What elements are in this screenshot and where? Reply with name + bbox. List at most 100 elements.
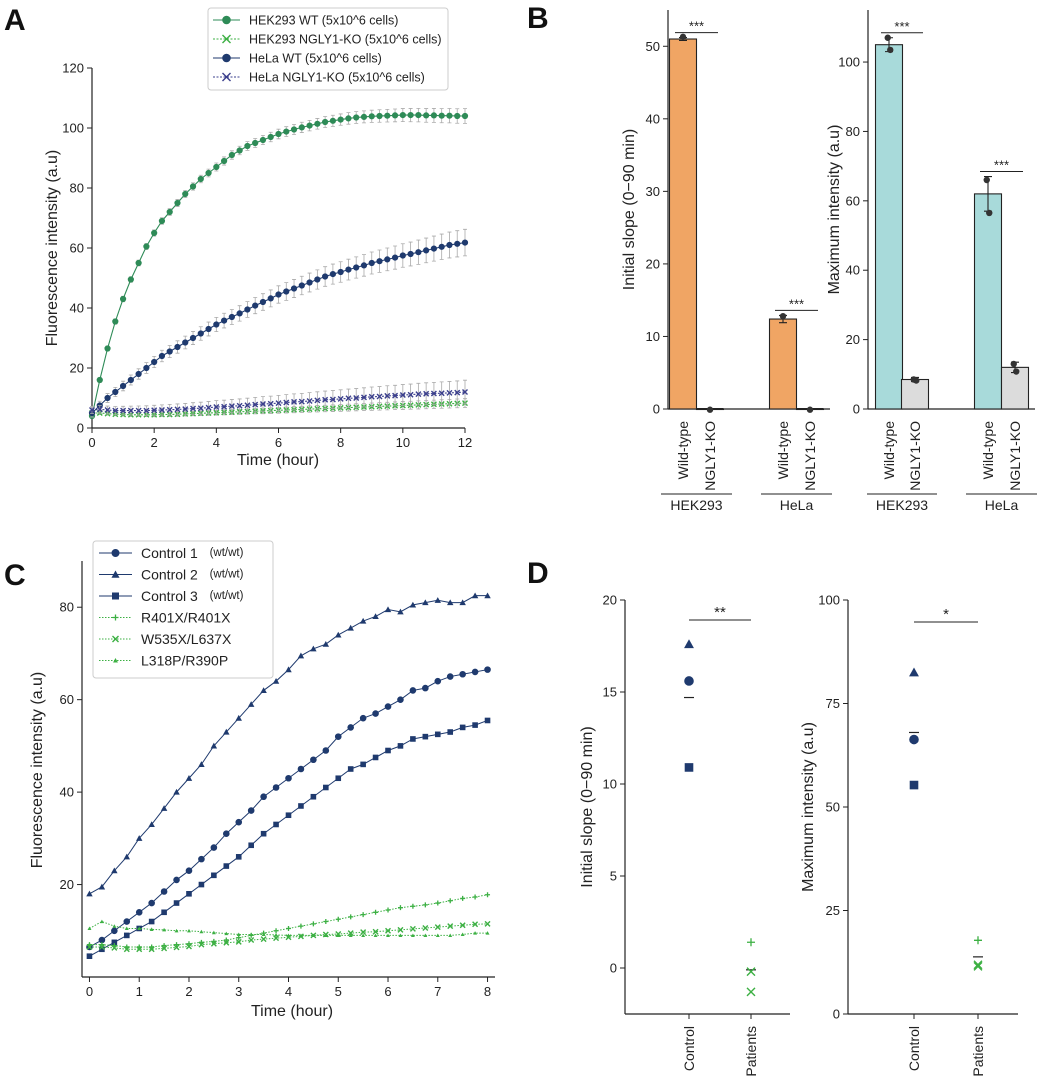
panel-c-x-tick-label: 8 <box>484 984 491 999</box>
panel-c-data-point <box>99 946 105 953</box>
panel-c-data-point <box>236 935 242 941</box>
panel-b-left-data-point <box>679 33 687 41</box>
panel-a-data-point <box>454 112 461 120</box>
panel-a-data-point <box>322 118 329 126</box>
panel-c-data-point <box>174 942 180 948</box>
panel-c-data-point <box>248 842 254 849</box>
panel-b-right-data-point <box>983 176 990 184</box>
panel-c-data-point <box>422 599 429 606</box>
panel-b-left-category-label: NGLY1-KO <box>802 421 818 491</box>
panel-b-right-significance-label: *** <box>994 158 1009 173</box>
panel-c-data-point <box>199 929 204 934</box>
panel-a-data-point <box>415 249 422 256</box>
panel-a-series-line <box>91 242 466 414</box>
panel-c-data-point <box>160 805 168 811</box>
panel-a-data-point <box>283 399 290 406</box>
panel-a-data-point <box>446 112 453 119</box>
panel-a-series <box>89 379 468 416</box>
panel-a-data-point <box>267 400 274 407</box>
panel-letter-a: A <box>4 4 26 37</box>
panel-a-data-point <box>190 405 197 412</box>
panel-a-data-point <box>143 407 150 414</box>
panel-a-data-point <box>135 259 142 267</box>
panel-a-data-point <box>345 115 352 122</box>
panel-a-x-tick-label: 12 <box>458 435 472 450</box>
panel-c-series <box>86 717 491 959</box>
panel-a-data-point <box>127 407 134 414</box>
panel-a-legend-box <box>207 7 449 91</box>
panel-b-left-bar <box>668 38 698 410</box>
panel-c-data-point <box>347 766 354 772</box>
panel-a-data-point <box>267 295 274 302</box>
panel-c-data-point <box>186 891 192 897</box>
panel-a-data-point <box>158 407 165 413</box>
panel-c-legend-label: R401X/R401X <box>141 610 231 626</box>
panel-a-legend-label: HeLa WT (5x10^6 cells) <box>249 52 382 66</box>
panel-c-data-point <box>247 807 255 814</box>
panel-a-data-point <box>384 256 391 263</box>
panel-a-data-point <box>143 243 150 250</box>
panel-d-left-significance-label: ** <box>714 604 726 621</box>
panel-b-right-category-label: Wild-type <box>881 421 897 480</box>
panel-c-data-point <box>460 895 466 901</box>
panel-a-data-point <box>252 302 259 309</box>
panel-c-data-point <box>235 938 242 945</box>
panel-a-data-point <box>166 348 173 355</box>
panel-c-data-point <box>485 931 490 935</box>
panel-c-data-point <box>86 890 93 897</box>
panel-c-data-point <box>323 933 328 937</box>
panel-a-data-point <box>298 398 305 405</box>
panel-a-x-tick-label: 0 <box>88 435 95 450</box>
panel-d-right-data-point <box>974 936 982 945</box>
panel-d-right-significance-label: * <box>943 606 949 623</box>
panel-c-data-point <box>223 830 230 838</box>
panel-c-data-point <box>409 601 417 608</box>
panel-b-right-data-point <box>884 34 891 41</box>
panel-a-data-point <box>197 175 204 183</box>
panel-a-data-point <box>259 136 267 144</box>
panel-a-data-point <box>205 325 212 333</box>
panel-c-data-point <box>112 924 117 928</box>
panel-c-x-tick-label: 6 <box>384 984 391 999</box>
panel-c-data-point <box>322 640 330 647</box>
panel-a-data-point <box>244 142 251 150</box>
panel-c-data-point <box>335 775 342 782</box>
panel-a-data-point <box>151 407 158 414</box>
panel-a-data-point <box>283 288 290 295</box>
panel-b-right-y-tick-label: 0 <box>853 402 860 417</box>
panel-c-y-tick-label: 40 <box>60 785 74 800</box>
panel-c-data-point <box>273 928 279 934</box>
panel-b-left-data-point <box>706 406 714 413</box>
panel-a-legend-label: HeLa NGLY1-KO (5x10^6 cells) <box>249 71 425 85</box>
panel-a-data-point <box>189 183 197 190</box>
panel-c-data-point <box>347 624 354 631</box>
panel-c-legend-marker <box>113 658 118 663</box>
panel-c-data-point <box>87 926 92 931</box>
panel-d-right-y-tick-label: 50 <box>826 800 840 815</box>
panel-c-data-point <box>397 905 403 911</box>
panel-c-data-point <box>298 923 304 929</box>
panel-a-legend-marker <box>222 72 231 82</box>
panel-c-data-point <box>274 932 279 937</box>
panel-a-data-point <box>314 397 321 404</box>
panel-c-legend-box <box>92 540 274 679</box>
panel-a-data-point <box>360 113 368 121</box>
panel-a-data-point <box>158 352 166 360</box>
panel-c-data-point <box>273 935 280 942</box>
panel-d-left-y-tick-label: 5 <box>610 869 617 884</box>
panel-a-data-point <box>446 389 453 396</box>
panel-c-data-point <box>223 939 230 946</box>
panel-c-data-point <box>484 717 491 724</box>
panel-a-data-point <box>174 406 181 413</box>
panel-a-data-point <box>423 112 430 119</box>
panel-c-data-point <box>484 666 491 673</box>
panel-c-data-point <box>198 881 205 888</box>
panel-d-left-category-label: Patients <box>743 1026 759 1077</box>
panel-a-data-point <box>96 406 103 413</box>
panel-d-left-y-tick-label: 20 <box>603 593 617 608</box>
panel-c-data-point <box>285 934 292 941</box>
panel-d-left-category-label: Control <box>681 1026 697 1071</box>
panel-b-right-chart: 0 20 40 60 80 100 Wild-type NGLY1-KO Wild-type NG… <box>826 10 1037 513</box>
panel-c-data-point <box>435 933 440 937</box>
